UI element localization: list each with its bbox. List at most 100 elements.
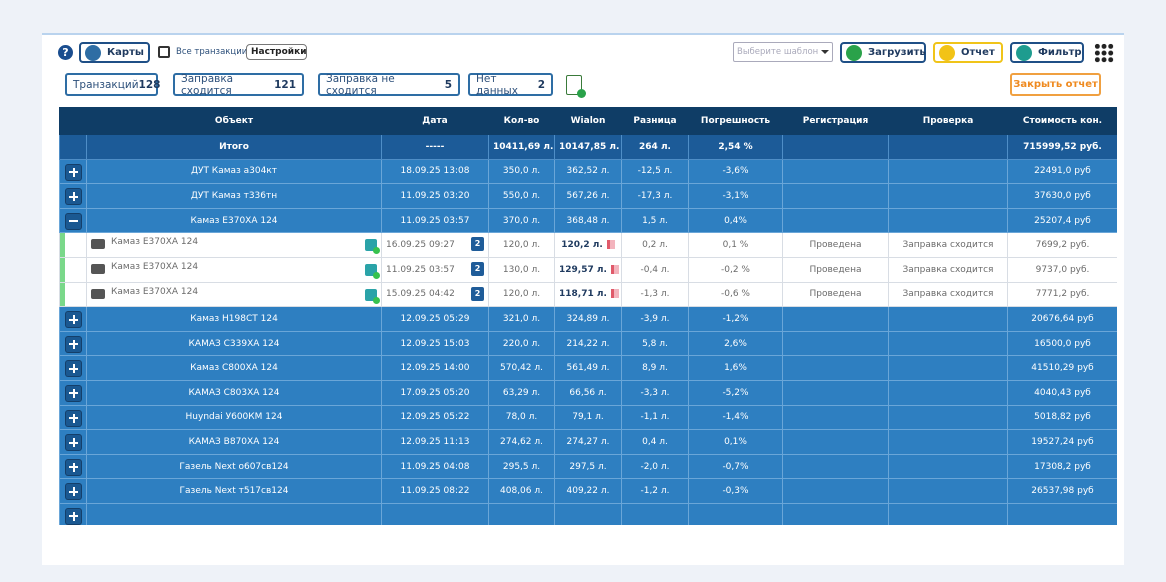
vehicle-row: ДУТ Камаз а304кт 18.09.25 13:08 350,0 л. 36… xyxy=(59,158,1117,185)
checkbox[interactable] xyxy=(158,46,170,58)
cell: КАМАЗ С339ХА 124 xyxy=(86,330,382,357)
detail-text: 0,1 % xyxy=(722,240,749,251)
settings-button[interactable]: Настройки xyxy=(246,44,307,60)
toggle-cell xyxy=(59,134,87,160)
total-cell: 2,54 % xyxy=(688,134,783,160)
upload-button[interactable]: Загрузить xyxy=(840,42,926,63)
cell xyxy=(86,502,382,525)
filter-button[interactable]: Фильтр xyxy=(1010,42,1084,63)
upload-icon xyxy=(846,44,862,61)
filter-label: Фильтр xyxy=(1038,47,1082,58)
chat-icon[interactable] xyxy=(365,288,380,304)
vehicle-row: Газель Next т517св124 11.09.25 08:22 408,0… xyxy=(59,478,1117,504)
expand-toggle[interactable] xyxy=(66,189,81,205)
detail-row: Камаз Е370ХА 124 11.09.25 03:57 2 130,0 л. 1… xyxy=(59,256,1117,283)
status-bar xyxy=(60,258,65,282)
report-label: Отчет xyxy=(961,47,995,58)
detail-text: 7699,2 руб. xyxy=(1035,240,1090,251)
cell: Камаз Е370ХА 124 xyxy=(86,207,382,234)
cell: КАМАЗ С803ХА 124 xyxy=(86,379,382,406)
vehicle-row: Камаз С800ХА 124 12.09.25 14:00 570,42 л. 5… xyxy=(59,355,1117,381)
cell xyxy=(888,404,1008,431)
detail-text: 11.09.25 03:57 xyxy=(386,264,455,275)
close-report-button[interactable]: Закрыть отчет xyxy=(1010,73,1101,96)
help-button[interactable]: ? xyxy=(58,45,73,60)
total-cell xyxy=(888,134,1008,160)
cell: -17,3 л. xyxy=(621,183,689,209)
expand-toggle[interactable] xyxy=(66,459,81,475)
detail-text: Проведена xyxy=(809,264,862,275)
cell xyxy=(888,158,1008,185)
detail-cell: 7699,2 руб. xyxy=(1007,232,1117,258)
summary-chip[interactable]: Заправка не сходится 5 xyxy=(318,72,460,97)
summary-count: 121 xyxy=(274,78,296,91)
expand-toggle[interactable] xyxy=(66,508,81,524)
cell xyxy=(888,355,1008,381)
summary-label: Заправка не сходится xyxy=(326,72,395,97)
expand-toggle[interactable] xyxy=(66,336,81,352)
detail-text: Заправка сходится xyxy=(902,240,994,251)
header-cell: Регистрация xyxy=(782,107,889,135)
report-button[interactable]: Отчет xyxy=(933,42,1003,63)
cell xyxy=(782,502,889,525)
cell: 368,48 л. xyxy=(554,207,622,234)
status-bar xyxy=(60,283,65,306)
vehicle-row: КАМАЗ С339ХА 124 12.09.25 15:03 220,0 л. 21… xyxy=(59,330,1117,357)
cell xyxy=(782,379,889,406)
detail-cell: 120,2 л. xyxy=(554,232,622,258)
cell xyxy=(888,183,1008,209)
cell xyxy=(888,453,1008,480)
toggle-cell xyxy=(59,502,87,525)
menu-grid[interactable] xyxy=(1094,43,1114,63)
cell xyxy=(888,207,1008,234)
total-cell: 10147,85 л. xyxy=(554,134,622,160)
chat-icon[interactable] xyxy=(365,263,380,279)
detail-text: Проведена xyxy=(809,240,862,251)
cell: 0,4% xyxy=(688,207,783,234)
excel-icon[interactable] xyxy=(566,75,586,98)
cell: Huyndai У600КМ 124 xyxy=(86,404,382,431)
expand-toggle[interactable] xyxy=(66,435,81,451)
cell: 20676,64 руб xyxy=(1007,306,1117,332)
expand-toggle[interactable] xyxy=(66,213,81,229)
detail-text: -1,3 л. xyxy=(640,289,670,300)
cell xyxy=(688,502,783,525)
template-select[interactable]: Выберите шаблон xyxy=(733,42,833,62)
summary-chip[interactable]: Заправка сходится 121 xyxy=(173,73,304,97)
chat-icon[interactable] xyxy=(365,239,380,255)
cell: Камаз С800ХА 124 xyxy=(86,355,382,381)
cell xyxy=(888,379,1008,406)
expand-toggle[interactable] xyxy=(66,312,81,328)
summary-chip[interactable]: Нет данных 2 xyxy=(468,73,553,97)
cell: Камаз Н198СТ 124 xyxy=(86,306,382,332)
cell: -2,0 л. xyxy=(621,453,689,480)
detail-cell: 16.09.25 09:27 2 xyxy=(381,232,489,258)
summary-chip[interactable]: Транзакций 128 xyxy=(65,73,160,96)
cell: КАМАЗ В870ХА 124 xyxy=(86,429,382,455)
cell: 12.09.25 14:00 xyxy=(381,355,489,381)
expand-toggle[interactable] xyxy=(66,410,81,426)
expand-toggle[interactable] xyxy=(66,164,81,180)
cell xyxy=(782,355,889,381)
cell xyxy=(782,330,889,357)
expand-toggle[interactable] xyxy=(66,361,81,377)
expand-toggle[interactable] xyxy=(66,484,81,500)
header-cell: Погрешность xyxy=(688,107,783,135)
detail-cell: Заправка сходится xyxy=(888,281,1008,308)
detail-cell: -1,3 л. xyxy=(621,281,689,308)
cell: 2,6% xyxy=(688,330,783,357)
expand-toggle[interactable] xyxy=(66,385,81,401)
detail-text: 15.09.25 04:42 xyxy=(386,289,455,300)
filter-icon xyxy=(1016,44,1032,61)
detail-text: -0,6 % xyxy=(721,289,750,300)
cell: -1,1 л. xyxy=(621,404,689,431)
count-badge: 2 xyxy=(471,261,484,276)
cell: 295,5 л. xyxy=(488,453,555,480)
cell xyxy=(782,207,889,234)
cell xyxy=(782,453,889,480)
cards-button[interactable]: Карты xyxy=(79,42,150,63)
cell: 350,0 л. xyxy=(488,158,555,185)
total-cell xyxy=(782,134,889,160)
detail-text: 16.09.25 09:27 xyxy=(386,240,455,251)
truck-icon xyxy=(91,263,105,274)
